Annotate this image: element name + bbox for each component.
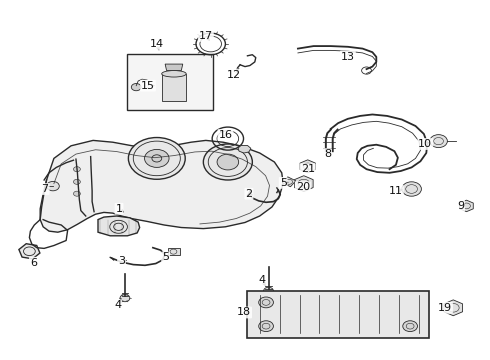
Circle shape	[203, 144, 252, 180]
Circle shape	[131, 84, 141, 91]
Text: 5: 5	[280, 178, 287, 188]
Circle shape	[264, 287, 273, 294]
Text: 13: 13	[341, 51, 355, 62]
Circle shape	[403, 321, 417, 332]
Bar	[247, 291, 429, 338]
Text: 7: 7	[42, 184, 49, 194]
Text: 11: 11	[389, 186, 403, 196]
Text: 17: 17	[199, 31, 213, 41]
Circle shape	[259, 297, 273, 308]
Circle shape	[74, 179, 80, 184]
Text: 15: 15	[141, 81, 155, 91]
Text: 8: 8	[324, 149, 331, 159]
Text: 3: 3	[118, 256, 125, 266]
Bar	[162, 74, 186, 101]
Circle shape	[120, 294, 130, 302]
Text: 21: 21	[301, 164, 315, 174]
Circle shape	[217, 154, 239, 170]
Polygon shape	[40, 140, 283, 232]
Text: 10: 10	[418, 139, 432, 149]
Circle shape	[259, 321, 273, 332]
Text: 9: 9	[457, 201, 464, 211]
Circle shape	[74, 191, 80, 196]
Circle shape	[47, 181, 59, 191]
Circle shape	[430, 135, 447, 148]
Circle shape	[128, 138, 185, 179]
Text: 20: 20	[296, 182, 310, 192]
Text: 19: 19	[438, 303, 452, 313]
Text: 4: 4	[114, 300, 121, 310]
Text: 5: 5	[162, 252, 169, 262]
Circle shape	[74, 167, 80, 172]
Circle shape	[145, 149, 169, 167]
Text: 1: 1	[116, 204, 122, 214]
Polygon shape	[98, 216, 140, 236]
Polygon shape	[238, 145, 251, 153]
Text: 16: 16	[219, 130, 232, 140]
Polygon shape	[165, 64, 183, 71]
Text: 4: 4	[259, 275, 266, 285]
Text: 12: 12	[227, 69, 241, 80]
Ellipse shape	[162, 71, 186, 77]
Circle shape	[402, 182, 421, 196]
Text: 2: 2	[245, 189, 252, 199]
Bar	[168, 248, 180, 255]
Text: 6: 6	[30, 258, 37, 268]
Text: 14: 14	[150, 39, 164, 49]
Text: 18: 18	[237, 307, 251, 318]
Bar	[127, 54, 213, 110]
